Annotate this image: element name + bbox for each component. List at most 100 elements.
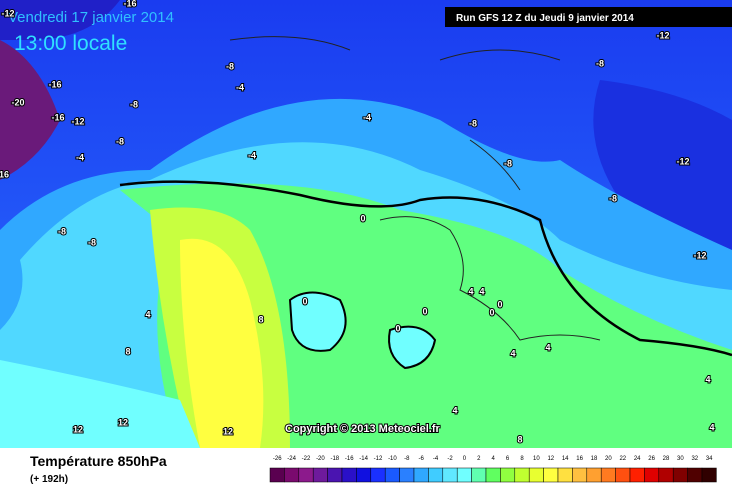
legend-tick-label: 12	[547, 456, 554, 462]
contour-label: -4	[363, 112, 371, 122]
legend-tick-label: 20	[605, 456, 612, 462]
legend-tick-label: 0	[463, 456, 467, 462]
contour-label: -4	[248, 150, 256, 160]
legend: -26 -24 -22 -20 -18 -16 -14 -12 -10 -8 -6 -4 -2 0 2 4 6 8…	[269, 456, 717, 483]
contour-label: 8	[517, 434, 522, 444]
legend-swatch	[413, 467, 429, 483]
legend-tick-label: 18	[591, 456, 598, 462]
legend-swatch	[500, 467, 516, 483]
contour-label: 4	[705, 374, 710, 384]
contour-label: -8	[469, 118, 477, 128]
contour-label: -16	[48, 79, 61, 89]
contour-label: -12	[71, 116, 84, 126]
legend-tick-label: -10	[388, 456, 397, 462]
run: Run GFS 12 Z du Jeudi 9 janvier 2014	[456, 13, 634, 24]
contour-label: 0	[302, 296, 307, 306]
legend-tick-label: 4	[492, 456, 496, 462]
legend-swatch	[672, 467, 688, 483]
legend-tick-label: 8	[520, 456, 524, 462]
contour-label: 4	[545, 342, 550, 352]
contour-label: 8	[258, 314, 263, 324]
legend-tick-label: -12	[374, 456, 383, 462]
copyright: Copyright © 2013 Meteociel.fr	[285, 423, 441, 435]
contour-label: -12	[656, 30, 669, 40]
contour-label: 8	[125, 346, 130, 356]
legend-swatch	[341, 467, 357, 483]
legend-swatch	[557, 467, 573, 483]
legend-tick-label: -4	[433, 456, 439, 462]
contour-label: 0	[360, 213, 365, 223]
contour-label: -16	[123, 0, 136, 8]
time: 13:00 locale	[14, 32, 127, 55]
legend-tick-label: 6	[506, 456, 510, 462]
legend-swatch	[615, 467, 631, 483]
legend-tick-label: 24	[634, 456, 641, 462]
legend-tick-label: -6	[419, 456, 425, 462]
contour-label: 16	[0, 169, 9, 179]
contour-label: -8	[130, 99, 138, 109]
legend-tick-label: -26	[273, 456, 282, 462]
legend-swatch	[687, 467, 703, 483]
contour-label: 12	[223, 426, 233, 436]
contour-label: 4	[709, 422, 714, 432]
legend-swatch	[701, 467, 717, 483]
legend-swatch	[298, 467, 314, 483]
legend-swatch	[514, 467, 530, 483]
contour-label: -8	[116, 136, 124, 146]
contour-label: -8	[609, 193, 617, 203]
contour-labels: -16 -16 -20 -16 -12 -8 -8 -4 -8 -4 -4 -4 -8 -8 -12 -12 -…	[0, 0, 716, 445]
legend-swatch	[356, 467, 372, 483]
contour-label: 12	[118, 417, 128, 427]
legend-swatch	[644, 467, 660, 483]
contour-label: -8	[226, 61, 234, 71]
contour-label: -4	[76, 152, 84, 162]
contour-label: 0	[489, 307, 494, 317]
legend-tick-label: 2	[477, 456, 481, 462]
legend-swatch	[370, 467, 386, 483]
legend-tick-label: -8	[404, 456, 410, 462]
date: Vendredi 17 janvier 2014	[8, 9, 174, 26]
legend-swatch	[658, 467, 674, 483]
legend-swatch	[471, 467, 487, 483]
contour-label: 4	[452, 405, 457, 415]
legend-swatch	[327, 467, 343, 483]
legend-tick-label: 34	[706, 456, 713, 462]
contour-label: -12	[676, 156, 689, 166]
lead-time: (+ 192h)	[30, 474, 68, 485]
legend-swatch	[528, 467, 544, 483]
legend-swatch	[586, 467, 602, 483]
contour-label: -8	[504, 158, 512, 168]
legend-tick-label: -18	[330, 456, 339, 462]
contour-label: -20	[11, 97, 24, 107]
contour-label: 0	[395, 323, 400, 333]
legend-swatch	[312, 467, 328, 483]
legend-tick-label: 10	[533, 456, 540, 462]
contour-label: 4	[479, 286, 484, 296]
legend-swatch	[485, 467, 501, 483]
contour-label: -8	[88, 237, 96, 247]
legend-swatch	[399, 467, 415, 483]
contour-label: -8	[58, 226, 66, 236]
map: Vendredi 17 janvier 2014 13:00 locale Ru…	[0, 0, 732, 449]
contour-label: -12	[693, 250, 706, 260]
contour-label: 12	[73, 424, 83, 434]
legend-tick-label: 30	[677, 456, 684, 462]
legend-swatch	[384, 467, 400, 483]
legend-swatch	[284, 467, 300, 483]
legend-tick-label: -2	[447, 456, 453, 462]
legend-swatch	[442, 467, 458, 483]
legend-swatch	[629, 467, 645, 483]
legend-tick-label: -22	[302, 456, 311, 462]
contour-label: -4	[236, 82, 244, 92]
legend-swatch	[600, 467, 616, 483]
legend-tick-label: 32	[691, 456, 698, 462]
legend-swatch	[543, 467, 559, 483]
contour-label: 0	[497, 299, 502, 309]
legend-tick-label: 16	[576, 456, 583, 462]
contour-label: 4	[510, 348, 515, 358]
legend-tick-label: 28	[663, 456, 670, 462]
legend-tick-label: -14	[359, 456, 368, 462]
legend-tick-label: 14	[562, 456, 569, 462]
legend-tick-label: 26	[648, 456, 655, 462]
